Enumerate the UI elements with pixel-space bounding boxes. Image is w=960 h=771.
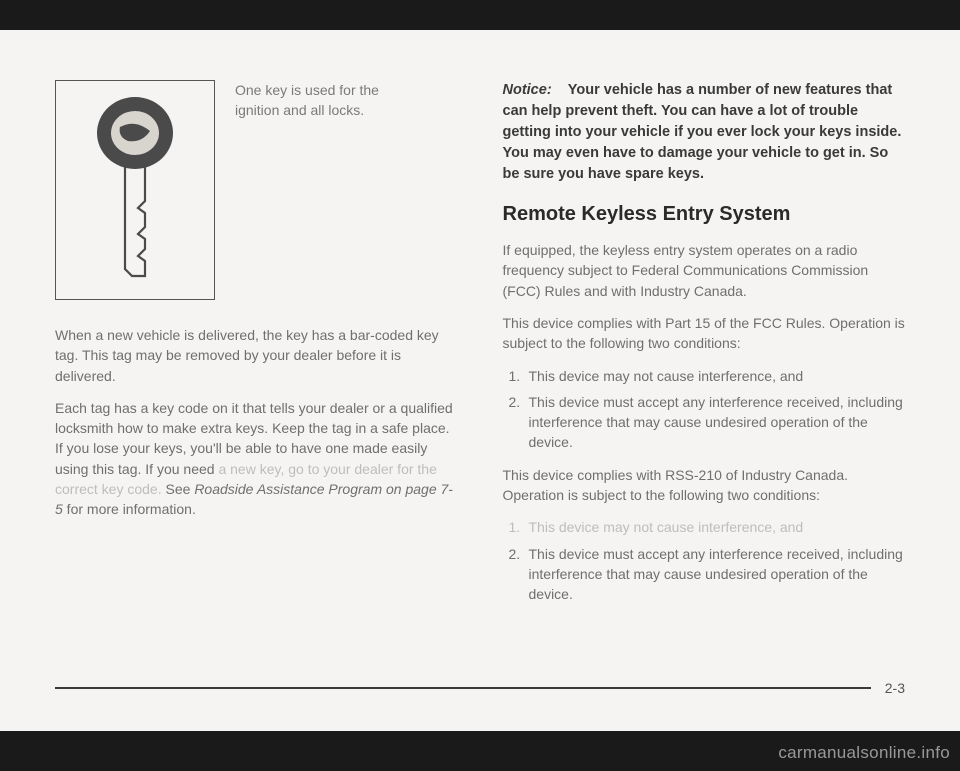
key-illustration	[55, 80, 215, 300]
list-item: 2.This device must accept any interferen…	[503, 544, 906, 605]
p2-part-b-pre: See	[166, 481, 195, 497]
right-paragraph-2: This device complies with Part 15 of the…	[503, 313, 906, 354]
watermark: carmanualsonline.info	[778, 743, 950, 763]
notice-label: Notice:	[503, 82, 552, 98]
conditions-list-2: 1.This device may not cause interference…	[503, 517, 906, 604]
right-paragraph-3: This device complies with RSS-210 of Ind…	[503, 465, 906, 506]
caption-line-2: ignition and all locks.	[235, 102, 364, 118]
list-item: 1.This device may not cause interference…	[503, 366, 906, 386]
content-columns: One key is used for the ignition and all…	[55, 80, 905, 662]
key-icon	[80, 91, 190, 291]
page-footer: 2-3	[55, 680, 905, 696]
right-paragraph-1: If equipped, the keyless entry system op…	[503, 240, 906, 301]
page-number: 2-3	[885, 680, 905, 696]
list-item: 1.This device may not cause interference…	[503, 517, 906, 537]
list-item-text: This device may not cause interference, …	[529, 519, 804, 535]
footer-rule	[55, 687, 871, 689]
list-item: 2.This device must accept any interferen…	[503, 392, 906, 453]
caption-line-1: One key is used for the	[235, 82, 379, 98]
figure-row: One key is used for the ignition and all…	[55, 80, 458, 300]
left-column: One key is used for the ignition and all…	[55, 80, 458, 662]
p2-part-b-post: for more information.	[63, 501, 196, 517]
figure-caption: One key is used for the ignition and all…	[235, 80, 379, 300]
list-item-text: This device must accept any interference…	[529, 546, 903, 603]
conditions-list-1: 1.This device may not cause interference…	[503, 366, 906, 453]
left-paragraph-2: Each tag has a key code on it that tells…	[55, 398, 458, 520]
list-item-text: This device may not cause interference, …	[529, 368, 804, 384]
right-column: Notice: Your vehicle has a number of new…	[503, 80, 906, 662]
manual-page: One key is used for the ignition and all…	[0, 30, 960, 731]
list-item-text: This device must accept any interference…	[529, 394, 903, 451]
notice-paragraph: Notice: Your vehicle has a number of new…	[503, 80, 906, 185]
section-heading: Remote Keyless Entry System	[503, 203, 906, 226]
left-paragraph-1: When a new vehicle is delivered, the key…	[55, 325, 458, 386]
